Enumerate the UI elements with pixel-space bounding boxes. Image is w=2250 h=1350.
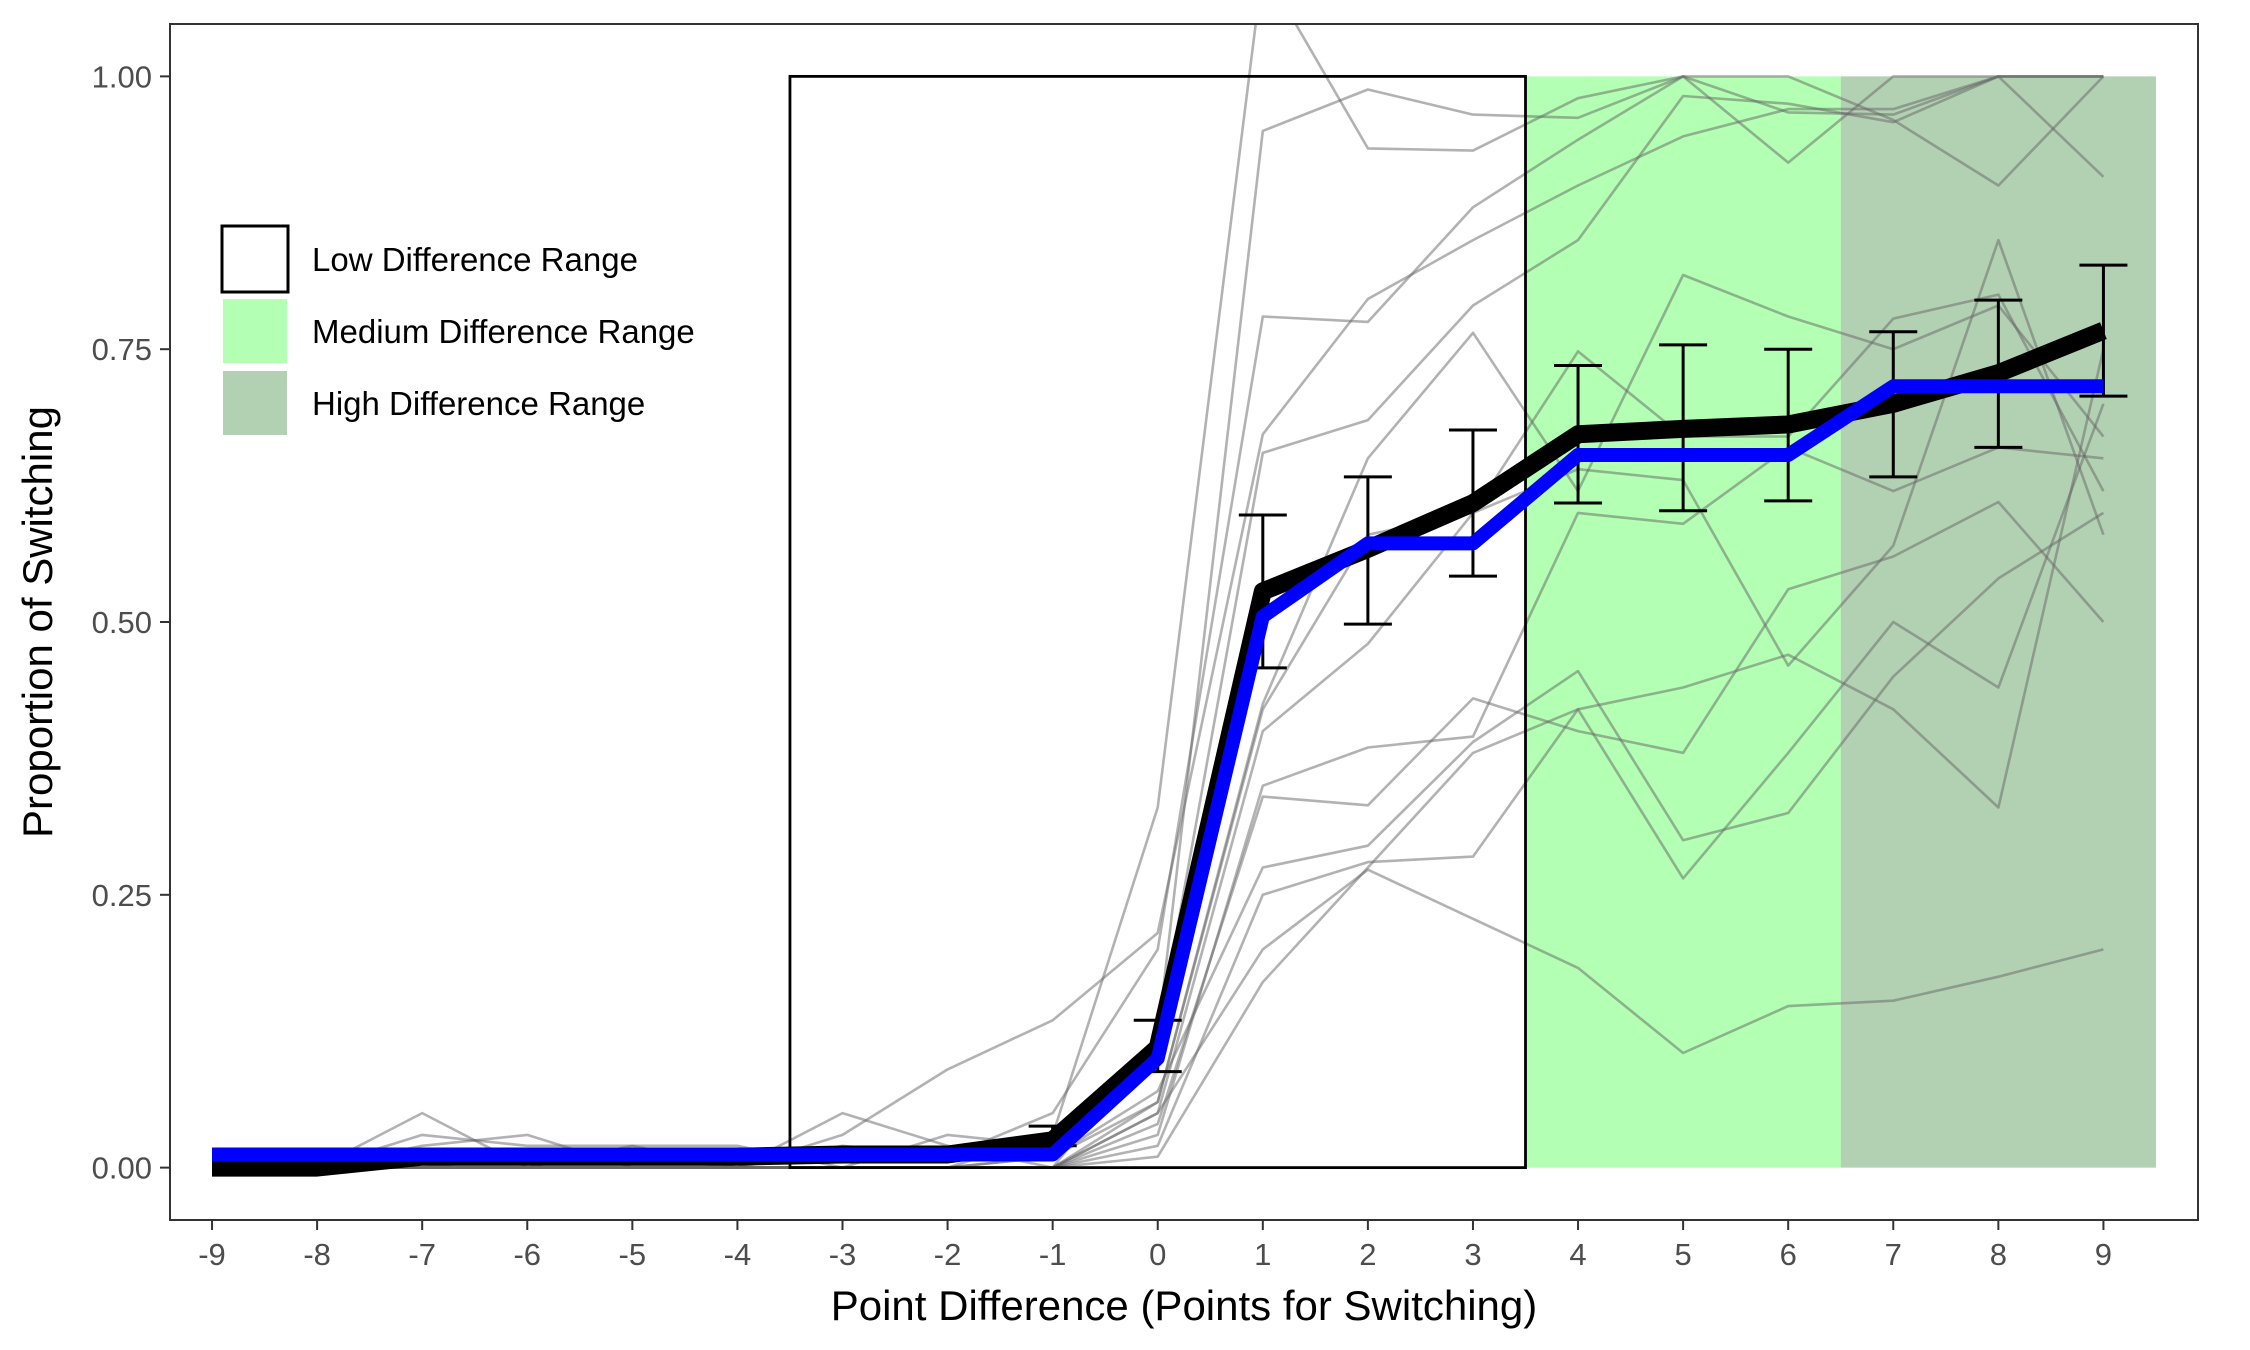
x-tick-label: -1 — [1039, 1237, 1067, 1272]
y-axis: 0.00 0.25 0.50 0.75 1.00 — [92, 59, 170, 1186]
y-tick-label: 0.25 — [92, 878, 152, 913]
x-tick-label: -9 — [198, 1237, 226, 1272]
legend-key — [221, 369, 289, 437]
error-bar — [1764, 347, 1813, 503]
y-tick-label: 1.00 — [92, 59, 152, 94]
legend-key — [220, 224, 290, 294]
y-axis-title: Proportion of Switching — [14, 406, 61, 838]
individual-line-14 — [212, 403, 2105, 1169]
legend-label: Low Difference Range — [312, 241, 638, 278]
x-tick-label: -3 — [829, 1237, 857, 1272]
legend-item: Medium Difference Range — [221, 297, 695, 365]
x-axis-title: Point Difference (Points for Switching) — [831, 1282, 1538, 1329]
x-tick-label: 1 — [1254, 1237, 1271, 1272]
error-bar — [1448, 428, 1497, 578]
low-range-box — [788, 74, 1527, 1170]
x-tick-label: 9 — [2095, 1237, 2112, 1272]
x-tick-label: 3 — [1464, 1237, 1481, 1272]
y-tick-label: 0.75 — [92, 332, 152, 367]
range-band-medium — [1525, 76, 1841, 1168]
x-tick-label: 2 — [1359, 1237, 1376, 1272]
x-tick-label: -5 — [619, 1237, 647, 1272]
x-tick-label: 7 — [1885, 1237, 1902, 1272]
error-bar — [1659, 343, 1708, 513]
error-bar — [1554, 364, 1603, 505]
error-bar — [1974, 298, 2023, 449]
x-tick-label: 8 — [1990, 1237, 2007, 1272]
legend-label: High Difference Range — [312, 385, 645, 422]
x-tick-label: -7 — [408, 1237, 436, 1272]
individual-line-2 — [212, 24, 2105, 1169]
difference-ranges — [1525, 76, 2156, 1168]
error-bar — [1869, 330, 1918, 479]
x-axis: -9 -8 -7 -6 -5 -4 -3 -2 -1 0 1 2 3 4 5 6 7 8 9 — [198, 1220, 2112, 1272]
y-tick-label: 0.50 — [92, 605, 152, 640]
legend-item: High Difference Range — [221, 369, 645, 437]
x-tick-label: -6 — [513, 1237, 541, 1272]
x-tick-label: -8 — [303, 1237, 331, 1272]
x-tick-label: 4 — [1569, 1237, 1586, 1272]
legend-label: Medium Difference Range — [312, 313, 695, 350]
model-line — [212, 379, 2104, 1162]
x-tick-label: 6 — [1780, 1237, 1797, 1272]
x-tick-label: -4 — [724, 1237, 752, 1272]
y-tick-label: 0.00 — [92, 1151, 152, 1186]
x-tick-label: -2 — [934, 1237, 962, 1272]
model-line-group — [212, 379, 2104, 1162]
legend: Low Difference Range Medium Difference Ra… — [220, 224, 695, 437]
x-tick-label: 0 — [1149, 1237, 1166, 1272]
x-tick-label: 5 — [1674, 1237, 1691, 1272]
legend-key — [221, 297, 289, 365]
low-range-outline — [788, 74, 1527, 1170]
legend-item: Low Difference Range — [220, 224, 638, 294]
error-bar — [2079, 263, 2128, 398]
